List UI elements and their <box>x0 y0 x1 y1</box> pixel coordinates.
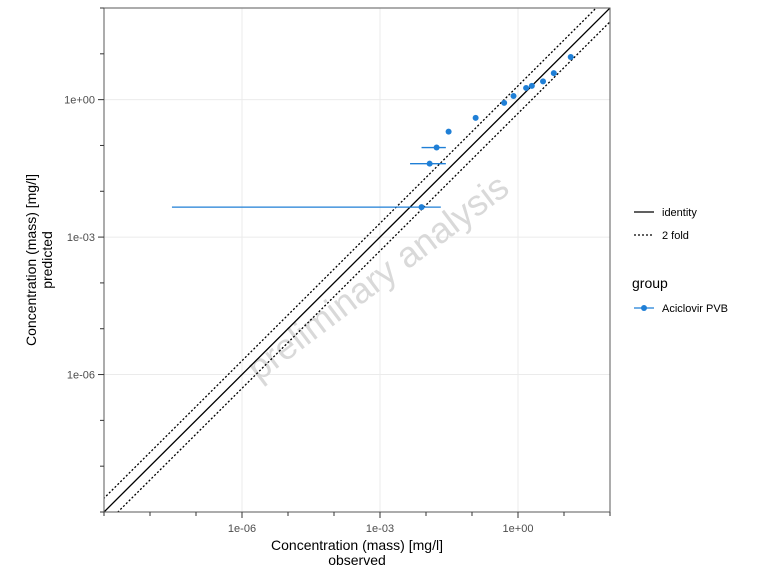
legend-series-label: Aciclovir PVB <box>662 303 728 315</box>
y-axis-label: Concentration (mass) [mg/l] <box>23 174 39 346</box>
data-point <box>567 54 574 61</box>
legend-2fold-label: 2 fold <box>662 230 689 242</box>
x-axis-sublabel: observed <box>328 552 386 568</box>
data-point <box>510 93 517 100</box>
data-point <box>445 128 452 135</box>
identity-line <box>104 8 610 512</box>
legend: identity 2 fold group Aciclovir PVB <box>632 207 728 315</box>
data-point <box>528 82 535 89</box>
y-axis-sublabel: predicted <box>39 231 55 289</box>
x-tick-label: 1e-03 <box>366 523 394 535</box>
data-point <box>472 114 479 121</box>
data-point <box>540 78 547 85</box>
y-tick-label: 1e-03 <box>67 232 95 244</box>
data-point <box>418 204 425 211</box>
x-axis-label: Concentration (mass) [mg/l] <box>271 537 443 553</box>
plot-border <box>103 7 611 513</box>
legend-group-title: group <box>632 275 668 291</box>
grid-lines <box>104 8 610 512</box>
data-series <box>171 54 574 211</box>
y-tick-label: 1e+00 <box>64 95 95 107</box>
axes: 1e-06 1e-03 1e+00 1e-06 1e-03 1e+00 <box>64 7 611 535</box>
data-point <box>426 160 433 167</box>
reference-lines <box>104 8 610 512</box>
legend-identity-label: identity <box>662 207 697 219</box>
data-point <box>523 84 530 91</box>
legend-series-key-point <box>641 305 647 311</box>
fold-line <box>116 20 610 512</box>
data-point <box>433 144 440 151</box>
x-tick-label: 1e+00 <box>503 523 534 535</box>
fold-line <box>104 8 598 500</box>
data-point <box>550 70 557 77</box>
x-tick-label: 1e-06 <box>228 523 256 535</box>
y-tick-label: 1e-06 <box>67 370 95 382</box>
data-point <box>501 99 508 106</box>
